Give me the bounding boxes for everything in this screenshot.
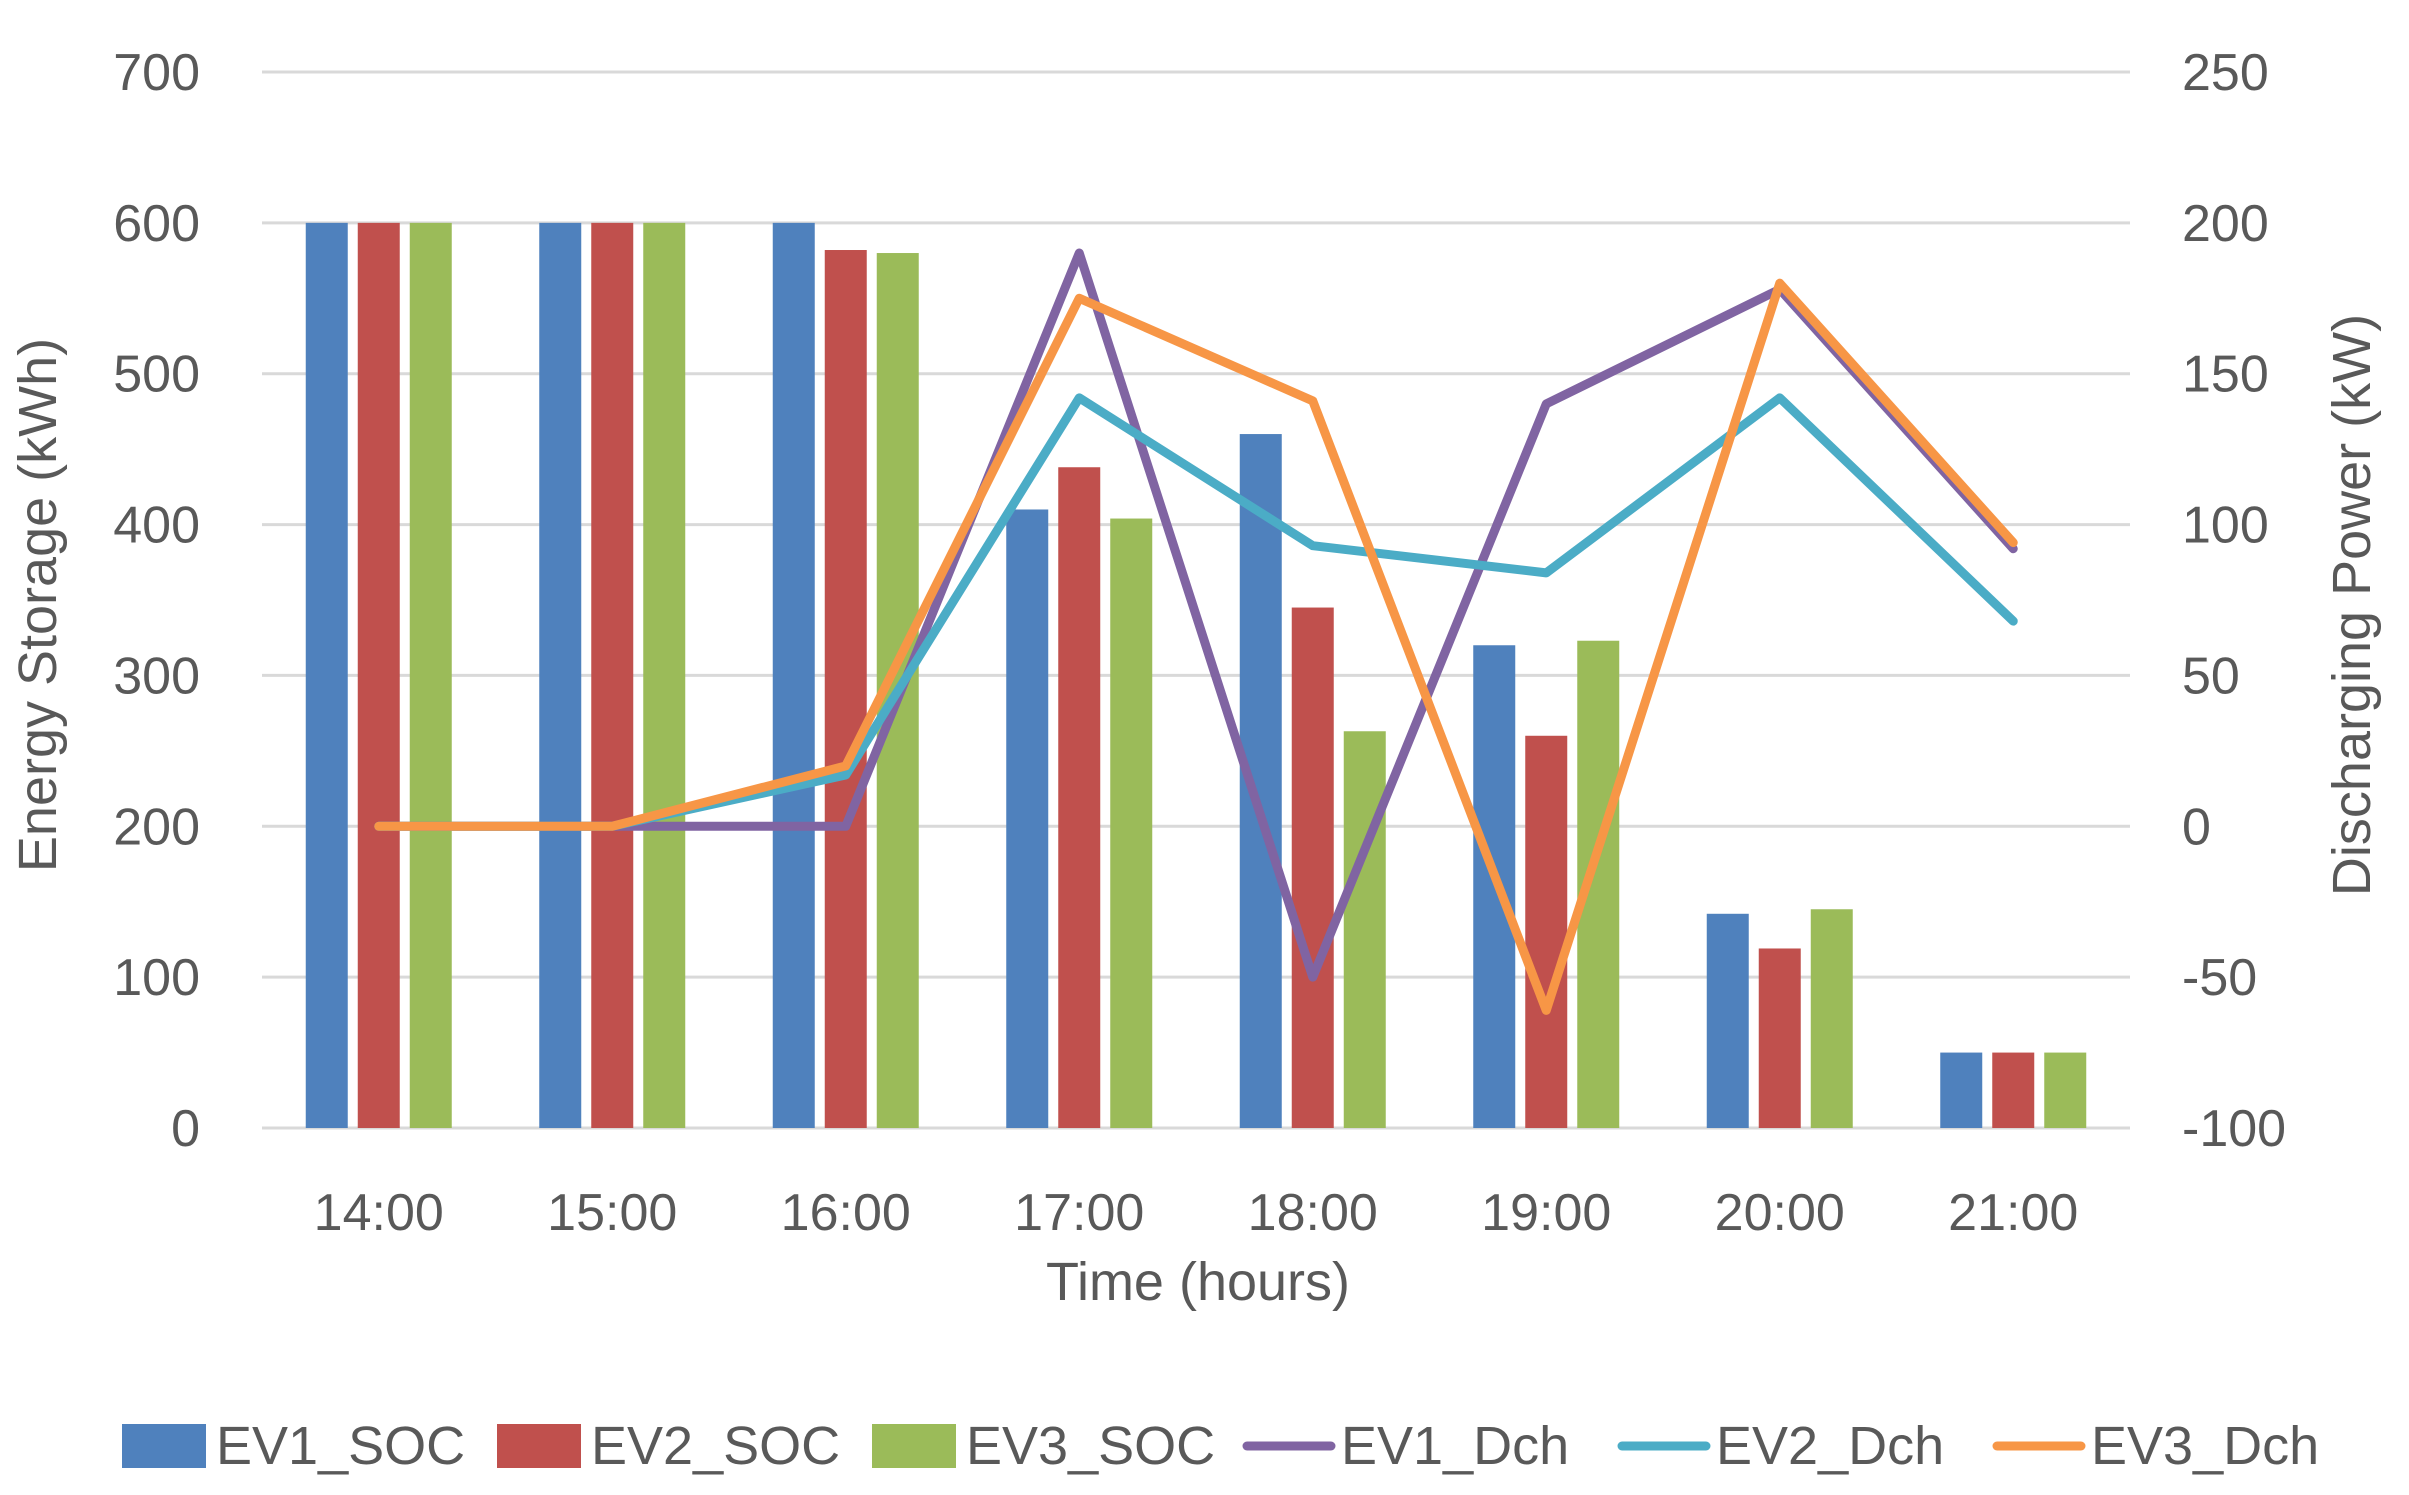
bar-ev1-soc [772, 222, 815, 1128]
y2-tick-label: -100 [2182, 1100, 2286, 1158]
y-tick-label: 300 [113, 647, 200, 705]
legend-swatch-ev3-soc [872, 1424, 956, 1468]
y-tick-label: 200 [113, 798, 200, 856]
bar-ev1-soc [1940, 1052, 1983, 1128]
bar-ev2-soc [357, 222, 400, 1128]
y-axis-ticks: 0 100 200 300 400 500 600 700 [113, 44, 200, 1158]
legend-label-ev1-soc: EV1_SOC [216, 1416, 465, 1476]
bar-ev2-soc [824, 250, 867, 1129]
x-axis-ticks: 14:00 15:00 16:00 17:00 18:00 19:00 20:00 21:00 [314, 1184, 2079, 1242]
x-tick-label: 19:00 [1481, 1184, 1611, 1242]
bar-ev2-soc [591, 222, 634, 1128]
x-tick-label: 17:00 [1014, 1184, 1144, 1242]
y-tick-label: 700 [113, 44, 200, 102]
y-tick-label: 0 [171, 1100, 200, 1158]
bar-ev1-soc [539, 222, 582, 1128]
lines [374, 248, 2018, 1015]
bar-ev1-soc [1706, 913, 1749, 1128]
x-tick-label: 15:00 [547, 1184, 677, 1242]
legend-label-ev2-dch: EV2_Dch [1716, 1416, 1944, 1476]
bar-ev3-soc [1343, 731, 1386, 1128]
legend-label-ev3-dch: EV3_Dch [2091, 1416, 2319, 1476]
y-tick-label: 500 [113, 346, 200, 404]
y2-tick-label: 0 [2182, 798, 2211, 856]
bar-ev2-soc [1058, 467, 1101, 1128]
y2-axis-title: Discharging Power (kW) [2322, 314, 2382, 896]
x-tick-label: 14:00 [314, 1184, 444, 1242]
line-ev3-dch [374, 278, 2018, 1015]
bar-ev2-soc [1758, 948, 1801, 1128]
legend-label-ev2-soc: EV2_SOC [591, 1416, 840, 1476]
bar-ev1-soc [1006, 509, 1049, 1128]
x-tick-label: 16:00 [781, 1184, 911, 1242]
y2-tick-label: 200 [2182, 195, 2269, 253]
x-tick-label: 20:00 [1715, 1184, 1845, 1242]
bar-ev3-soc [1810, 909, 1853, 1128]
y-tick-label: 600 [113, 195, 200, 253]
y-tick-label: 400 [113, 497, 200, 555]
legend: EV1_SOC EV2_SOC EV3_SOC EV1_Dch EV2_Dch EV3_D… [122, 1416, 2319, 1476]
y2-tick-label: 150 [2182, 346, 2269, 404]
y-tick-label: 100 [113, 949, 200, 1007]
x-tick-label: 21:00 [1948, 1184, 2078, 1242]
x-tick-label: 18:00 [1248, 1184, 1378, 1242]
y2-tick-label: 50 [2182, 647, 2240, 705]
y2-tick-label: -50 [2182, 949, 2257, 1007]
bar-ev2-soc [1992, 1052, 2035, 1128]
bar-ev2-soc [1291, 607, 1334, 1128]
legend-swatch-ev2-soc [497, 1424, 581, 1468]
legend-swatch-ev1-soc [122, 1424, 206, 1468]
y2-tick-label: 250 [2182, 44, 2269, 102]
bar-ev2-soc [1525, 735, 1568, 1128]
legend-label-ev3-soc: EV3_SOC [966, 1416, 1215, 1476]
y2-tick-label: 100 [2182, 497, 2269, 555]
y2-axis-ticks: -100 -50 0 50 100 150 200 250 [2182, 44, 2286, 1158]
bar-ev3-soc [643, 222, 686, 1128]
bar-ev1-soc [305, 222, 348, 1128]
bar-ev3-soc [409, 222, 452, 1128]
bars [305, 222, 2087, 1129]
legend-label-ev1-dch: EV1_Dch [1341, 1416, 1569, 1476]
x-axis-title: Time (hours) [1046, 1252, 1350, 1312]
bar-ev3-soc [2044, 1052, 2087, 1128]
line-ev1-dch [374, 248, 2018, 982]
y-axis-title: Energy Storage (kWh) [8, 338, 68, 872]
bar-ev3-soc [1110, 518, 1153, 1128]
